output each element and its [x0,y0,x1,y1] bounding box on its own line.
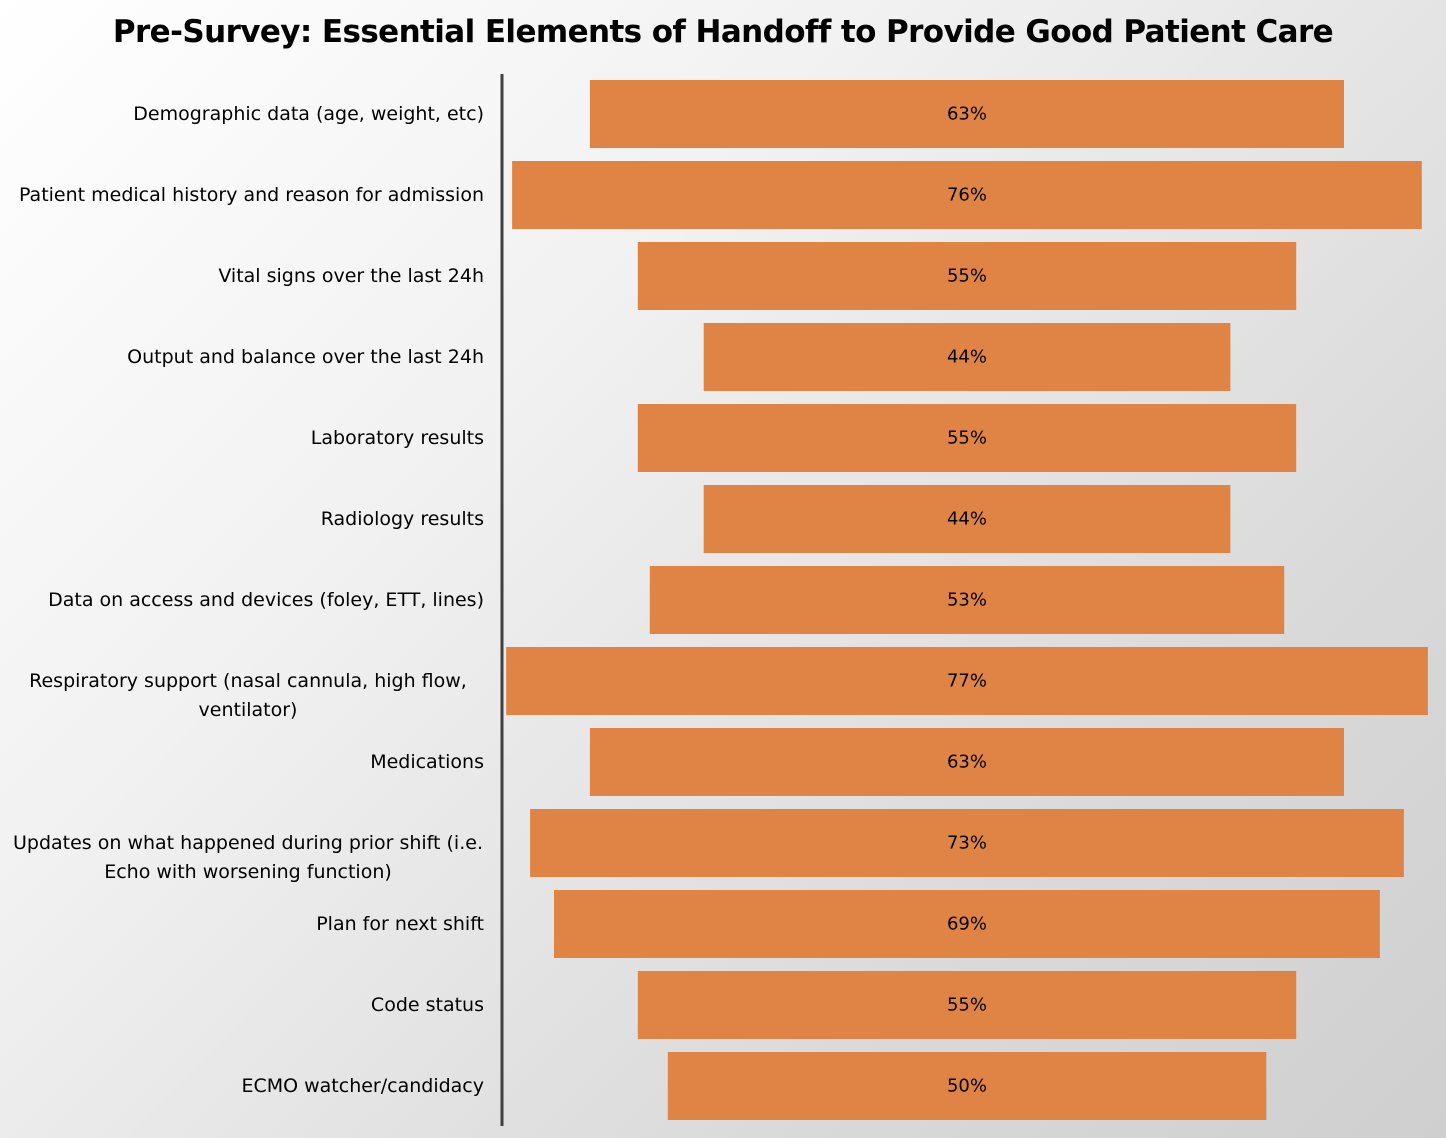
category-label-8: Respiratory support (nasal cannula, high… [29,670,467,721]
bar-13 [667,1052,1267,1120]
bar-9 [589,728,1344,796]
category-label-13: ECMO watcher/candidacy [241,1075,484,1097]
data-label-8: 77% [947,671,987,692]
bar-2 [512,161,1422,229]
bar-6 [703,485,1231,553]
data-label-4: 44% [947,347,987,368]
data-label-3: 55% [947,266,987,287]
bar-11 [554,890,1380,958]
category-label-10-line-2: Echo with worsening function) [104,861,392,883]
category-label-9: Medications [370,751,484,773]
category-label-10-line-1: Updates on what happened during prior sh… [13,832,483,854]
data-label-7: 53% [947,590,987,611]
data-label-1: 63% [947,104,987,125]
data-label-2: 76% [947,185,987,206]
category-label-4: Output and balance over the last 24h [127,346,484,368]
category-labels: Demographic data (age, weight, etc) Patie… [13,103,484,1097]
data-label-6: 44% [947,509,987,530]
data-label-11: 69% [947,914,987,935]
category-label-10: Updates on what happened during prior sh… [13,832,483,883]
category-label-12: Code status [371,994,484,1016]
bar-4 [703,323,1231,391]
category-label-5: Laboratory results [311,427,484,449]
bar-10 [530,809,1404,877]
data-label-5: 55% [947,428,987,449]
category-label-2: Patient medical history and reason for a… [19,184,484,206]
category-label-6: Radiology results [321,508,484,530]
category-label-8-line-2: ventilator) [199,699,298,721]
bar-5 [637,404,1297,472]
data-label-13: 50% [947,1076,987,1097]
chart-title: Pre-Survey: Essential Elements of Handof… [112,14,1334,50]
data-label-12: 55% [947,995,987,1016]
bar-7 [649,566,1285,634]
category-label-8-line-1: Respiratory support (nasal cannula, high… [29,670,467,692]
data-label-10: 73% [947,833,987,854]
category-label-7: Data on access and devices (foley, ETT, … [48,589,484,611]
data-label-9: 63% [947,752,987,773]
bar-12 [637,971,1297,1039]
category-label-11: Plan for next shift [316,913,484,935]
category-label-1: Demographic data (age, weight, etc) [133,103,484,125]
bars-layer: 63% 76% 55% 44% 55% 44% 53% 77% 63% 73% 69% 55% 50% [506,80,1428,1120]
bar-3 [637,242,1297,310]
bar-1 [589,80,1344,148]
category-label-3: Vital signs over the last 24h [218,265,484,287]
bar-8 [506,647,1428,715]
